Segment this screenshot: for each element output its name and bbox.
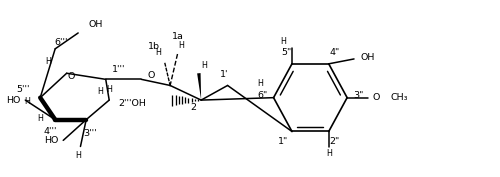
Text: 1b: 1b xyxy=(148,42,160,51)
Text: 4": 4" xyxy=(330,48,340,57)
Text: H: H xyxy=(38,114,43,123)
Text: 3''': 3''' xyxy=(83,129,96,138)
Text: H: H xyxy=(178,41,184,50)
Text: 1": 1" xyxy=(278,137,288,146)
Text: O: O xyxy=(147,71,154,80)
Text: H: H xyxy=(202,61,207,70)
Text: 6": 6" xyxy=(257,91,267,100)
Text: H: H xyxy=(257,79,262,87)
Polygon shape xyxy=(197,73,201,100)
Text: H: H xyxy=(106,85,112,94)
Text: H: H xyxy=(280,37,285,46)
Text: OH: OH xyxy=(361,53,376,62)
Text: OH: OH xyxy=(88,20,103,29)
Text: HO: HO xyxy=(6,96,21,105)
Text: 5": 5" xyxy=(281,48,291,57)
Text: H: H xyxy=(326,149,332,158)
Text: H: H xyxy=(156,48,162,57)
Text: H: H xyxy=(75,150,81,159)
Text: 2": 2" xyxy=(330,137,340,146)
Text: 2'''OH: 2'''OH xyxy=(118,99,146,108)
Text: 3": 3" xyxy=(354,91,364,100)
Text: 1''': 1''' xyxy=(112,65,125,74)
Text: 5''': 5''' xyxy=(16,85,30,94)
Text: 2: 2 xyxy=(190,103,196,112)
Text: H: H xyxy=(46,56,51,65)
Text: HO: HO xyxy=(44,136,59,145)
Text: CH₃: CH₃ xyxy=(391,93,408,102)
Text: O: O xyxy=(68,72,75,81)
Text: 1a: 1a xyxy=(172,32,184,41)
Text: O: O xyxy=(372,93,380,102)
Text: 1': 1' xyxy=(220,70,228,79)
Text: H: H xyxy=(24,97,30,106)
Text: H: H xyxy=(97,87,103,96)
Text: 4''': 4''' xyxy=(44,127,58,136)
Text: 6''': 6''' xyxy=(54,38,68,47)
